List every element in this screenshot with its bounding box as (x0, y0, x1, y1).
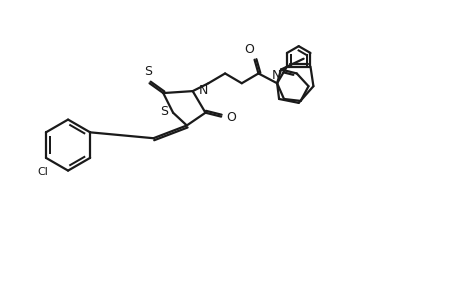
Text: S: S (144, 65, 152, 78)
Text: N: N (198, 84, 207, 97)
Text: O: O (225, 111, 235, 124)
Text: S: S (159, 105, 168, 118)
Text: Cl: Cl (38, 167, 48, 177)
Text: N: N (271, 69, 281, 82)
Text: O: O (244, 43, 254, 56)
